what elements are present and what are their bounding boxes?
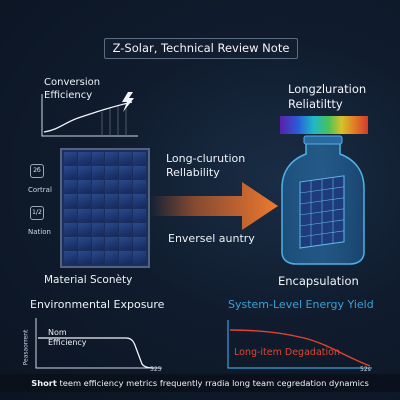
duration-reliability-label: Longzluration Reliatiltty: [288, 82, 367, 111]
lightning-icon: [122, 92, 134, 112]
solar-panel: [60, 148, 150, 268]
enversel-label: Enversel auntry: [168, 232, 255, 245]
spectrum-bar: [280, 116, 368, 134]
degradation-chart: [227, 320, 372, 369]
footer-caption: Short teem efficiency metrics frequently…: [0, 374, 400, 392]
environmental-exposure-label: Environmental Exposure: [30, 298, 165, 311]
encapsulation-label: Encapsulation: [278, 274, 359, 288]
badge-icon: 2б: [30, 164, 44, 178]
arrow-icon: [150, 182, 278, 230]
middle-reliability-label: Long-clurution Rellability: [166, 152, 246, 179]
nation-label: Nation: [28, 228, 51, 236]
degradation-label: Long-item Degadation: [234, 347, 340, 358]
encapsulation-jar: [281, 135, 365, 265]
footer-text: teem efficiency metrics frequently rradi…: [56, 378, 369, 388]
bottom-chart-xtick: 525: [150, 366, 162, 373]
efficiency-label: Conversion Efficiency: [44, 77, 101, 101]
bottom-chart-ylabel: Peasaorrent: [22, 329, 30, 366]
nom-efficiency-chart: [35, 318, 162, 369]
fraction-icon: 1/2: [30, 206, 44, 220]
system-yield-label: System-Level Energy Yield: [228, 298, 374, 311]
nom-efficiency-label: Nom Efficiency: [48, 328, 87, 347]
footer-bold: Short: [31, 378, 57, 388]
material-label: Material Sconèty: [44, 274, 133, 286]
page-title: Z-Solar, Technical Review Note: [104, 38, 298, 59]
right-chart-xtick: 52s: [360, 366, 371, 373]
efficiency-chart: [41, 92, 138, 137]
cortral-label: Cortral: [28, 186, 52, 194]
